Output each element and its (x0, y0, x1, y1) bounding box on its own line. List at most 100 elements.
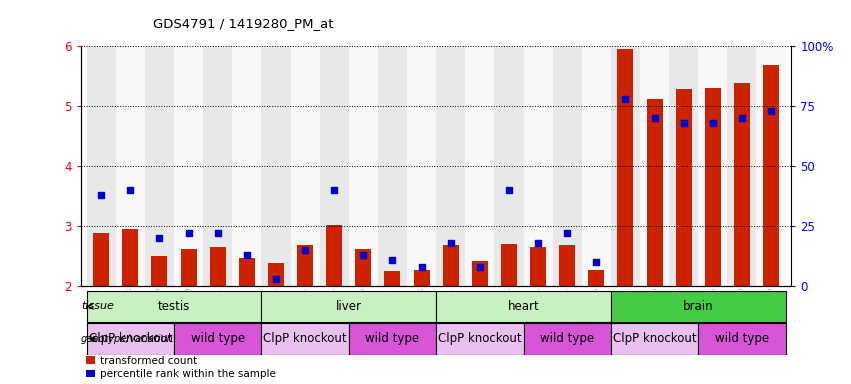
Bar (87, 291, 261, 322)
Bar (268, 263, 284, 286)
Point (619, 96, 632, 102)
Bar (437, 291, 611, 322)
Point (240, 252, 254, 258)
Bar (203, 46, 232, 286)
Point (94, 192, 108, 198)
Bar (640, 46, 669, 286)
Bar (669, 46, 698, 286)
Bar (728, 46, 757, 286)
Bar (290, 46, 320, 286)
Text: brain: brain (683, 300, 713, 313)
Bar (734, 83, 750, 286)
Point (386, 257, 399, 263)
Bar (349, 46, 378, 286)
Bar (116, 46, 145, 286)
Bar (180, 249, 197, 286)
Bar (471, 261, 488, 286)
Point (531, 240, 545, 246)
Point (357, 252, 370, 258)
Bar (87, 46, 116, 286)
Text: wild type: wild type (540, 333, 594, 345)
Bar (523, 323, 611, 354)
Legend: transformed count, percentile rank within the sample: transformed count, percentile rank withi… (86, 356, 276, 379)
Point (269, 276, 283, 282)
Bar (611, 291, 785, 322)
Bar (414, 270, 430, 286)
Bar (232, 46, 261, 286)
Text: ClpP knockout: ClpP knockout (613, 333, 696, 345)
Bar (698, 46, 728, 286)
Point (473, 264, 487, 270)
Bar (385, 271, 401, 286)
Bar (174, 323, 261, 354)
Bar (261, 46, 290, 286)
Text: tissue: tissue (81, 301, 114, 311)
Text: wild type: wild type (191, 333, 245, 345)
Point (648, 115, 661, 121)
Bar (356, 249, 371, 286)
Bar (523, 46, 552, 286)
Bar (559, 245, 575, 286)
Bar (123, 229, 139, 286)
Point (677, 120, 690, 126)
Bar (239, 258, 254, 286)
Bar (261, 323, 349, 354)
Bar (326, 225, 342, 286)
Point (414, 264, 428, 270)
Point (590, 259, 603, 265)
Point (182, 230, 196, 237)
Text: wild type: wild type (715, 333, 769, 345)
Bar (209, 247, 226, 286)
Point (764, 108, 778, 114)
Bar (763, 65, 779, 286)
Point (152, 235, 166, 241)
Point (299, 247, 312, 253)
Bar (698, 323, 785, 354)
Bar (705, 88, 721, 286)
Bar (552, 46, 582, 286)
Bar (151, 256, 168, 286)
Bar (320, 46, 349, 286)
Bar (87, 323, 174, 354)
Bar (436, 46, 465, 286)
Text: wild type: wild type (365, 333, 420, 345)
Bar (349, 323, 437, 354)
Bar (443, 245, 459, 286)
Text: genotype/variation: genotype/variation (81, 334, 174, 344)
Bar (588, 270, 604, 286)
Text: ClpP knockout: ClpP knockout (89, 333, 172, 345)
Bar (676, 89, 692, 286)
Bar (647, 99, 663, 286)
Bar (174, 46, 203, 286)
Point (560, 230, 574, 237)
Text: heart: heart (508, 300, 540, 313)
Point (502, 187, 516, 193)
Point (328, 187, 341, 193)
Bar (297, 245, 313, 286)
Point (211, 230, 225, 237)
Bar (378, 46, 407, 286)
Bar (94, 233, 109, 286)
Bar (501, 244, 517, 286)
Point (444, 240, 458, 246)
Bar (437, 323, 523, 354)
Bar (611, 46, 640, 286)
Bar (145, 46, 174, 286)
Text: GDS4791 / 1419280_PM_at: GDS4791 / 1419280_PM_at (153, 17, 334, 30)
Bar (530, 247, 546, 286)
Point (735, 115, 749, 121)
Bar (582, 46, 611, 286)
Bar (494, 46, 523, 286)
Text: ClpP knockout: ClpP knockout (263, 333, 347, 345)
Bar (618, 49, 633, 286)
Bar (261, 291, 437, 322)
Point (706, 120, 720, 126)
Bar (757, 46, 785, 286)
Bar (611, 323, 698, 354)
Text: ClpP knockout: ClpP knockout (438, 333, 522, 345)
Point (123, 187, 137, 193)
Bar (465, 46, 494, 286)
Text: testis: testis (157, 300, 191, 313)
Text: liver: liver (336, 300, 362, 313)
Bar (407, 46, 436, 286)
